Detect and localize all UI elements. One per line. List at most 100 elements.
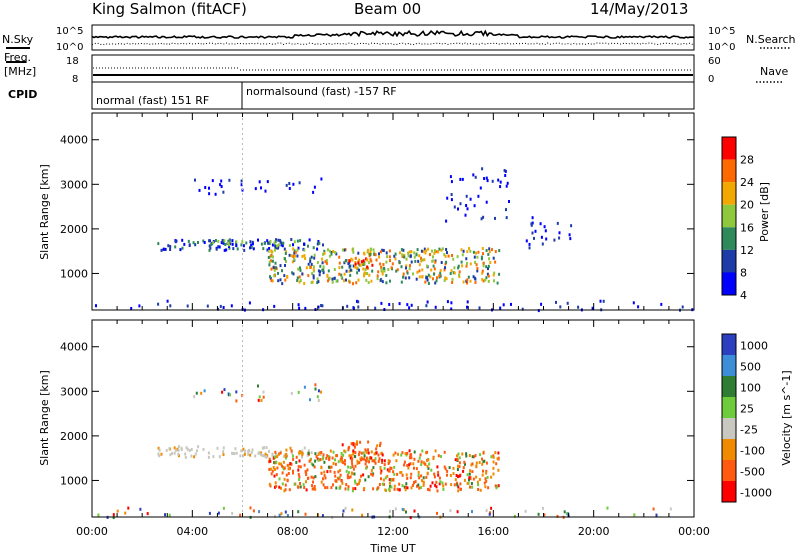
scatter-cell — [292, 243, 294, 247]
scatter-cell — [492, 455, 495, 459]
scatter-cell — [452, 271, 455, 275]
y-tick-label: 2000 — [60, 223, 88, 236]
scatter-cell — [441, 247, 444, 251]
scatter-cell — [477, 488, 480, 491]
scatter-cell — [357, 300, 360, 304]
scatter-cell — [389, 279, 391, 283]
scatter-cell — [356, 299, 358, 303]
scatter-cell — [408, 449, 411, 453]
scatter-cell — [347, 262, 350, 265]
scatter-cell — [300, 451, 303, 455]
scatter-cell — [456, 483, 459, 487]
scatter-cell — [312, 274, 315, 278]
scatter-cell — [436, 489, 439, 493]
scatter-cell — [479, 186, 482, 190]
scatter-cell — [528, 242, 531, 246]
scatter-cell — [373, 252, 376, 256]
scatter-cell — [338, 272, 341, 276]
scatter-cell — [555, 300, 557, 304]
scatter-cell — [449, 272, 452, 275]
scatter-cell — [362, 451, 365, 455]
scatter-cell — [298, 478, 301, 481]
scatter-cell — [443, 279, 446, 282]
scatter-cell — [467, 275, 470, 279]
scatter-cell — [268, 449, 270, 453]
scatter-cell — [221, 240, 224, 244]
scatter-cell — [235, 451, 238, 455]
scatter-cell — [271, 259, 274, 263]
scatter-cell — [354, 262, 357, 266]
scatter-cell — [303, 486, 306, 489]
scatter-cell — [417, 474, 420, 477]
scatter-cell — [423, 258, 426, 262]
scatter-cell — [495, 486, 498, 490]
scatter-cell — [456, 255, 459, 259]
scatter-cell — [371, 269, 374, 273]
scatter-cell — [392, 453, 395, 457]
scatter-cell — [451, 277, 454, 281]
scatter-cell — [281, 482, 284, 486]
scatter-cell — [420, 256, 422, 260]
scatter-cell — [220, 185, 223, 188]
scatter-cell — [383, 482, 385, 486]
scatter-cell — [454, 458, 457, 462]
scatter-cell — [309, 260, 312, 263]
scatter-cell — [349, 466, 352, 470]
scatter-cell — [332, 483, 334, 487]
scatter-cell — [402, 248, 405, 252]
scatter-cell — [455, 474, 458, 477]
scatter-cell — [321, 514, 324, 518]
scatter-cell — [166, 299, 169, 303]
scatter-cell — [197, 241, 199, 244]
scatter-cell — [346, 473, 349, 477]
scatter-cell — [292, 257, 295, 261]
scatter-cell — [422, 483, 425, 487]
scatter-cell — [322, 252, 325, 256]
scatter-cell — [475, 263, 478, 267]
scatter-cell — [379, 262, 382, 266]
scatter-cell — [287, 464, 290, 468]
scatter-cell — [632, 301, 635, 305]
scatter-cell — [306, 476, 309, 480]
scatter-cell — [438, 247, 441, 251]
scatter-cell — [346, 304, 349, 308]
scatter-cell — [297, 468, 300, 472]
scatter-cell — [208, 239, 211, 243]
scatter-cell — [274, 248, 276, 252]
scatter-cell — [492, 466, 495, 470]
scatter-cell — [451, 281, 454, 284]
scatter-cell — [438, 274, 441, 278]
scatter-cell — [365, 257, 368, 261]
scatter-cell — [328, 254, 331, 258]
scatter-cell — [280, 486, 282, 490]
scatter-cell — [591, 306, 594, 310]
scatter-cell — [288, 253, 291, 257]
nsky-label: N.Sky — [2, 33, 34, 46]
scatter-cell — [320, 451, 323, 454]
scatter-cell — [296, 279, 299, 282]
colorbar-swatch — [722, 334, 736, 355]
scatter-cell — [424, 251, 427, 255]
scatter-cell — [273, 455, 276, 459]
scatter-cell — [194, 178, 196, 182]
scatter-cell — [356, 461, 359, 465]
colorbar-swatch — [722, 418, 736, 439]
scatter-cell — [468, 472, 471, 476]
scatter-cell — [474, 454, 477, 458]
scatter-cell — [463, 478, 466, 482]
scatter-cell — [371, 459, 374, 463]
scatter-cell — [368, 252, 370, 256]
scatter-cell — [533, 236, 535, 240]
scatter-cell — [257, 398, 260, 402]
scatter-cell — [273, 268, 276, 272]
scatter-cell — [324, 476, 327, 480]
scatter-cell — [200, 391, 203, 395]
scatter-cell — [418, 275, 421, 279]
scatter-cell — [177, 445, 180, 449]
scatter-cell — [476, 480, 479, 484]
scatter-cell — [499, 185, 502, 189]
scatter-cell — [486, 272, 489, 276]
scatter-cell — [332, 462, 335, 465]
scatter-cell — [323, 460, 326, 464]
scatter-cell — [446, 473, 448, 477]
